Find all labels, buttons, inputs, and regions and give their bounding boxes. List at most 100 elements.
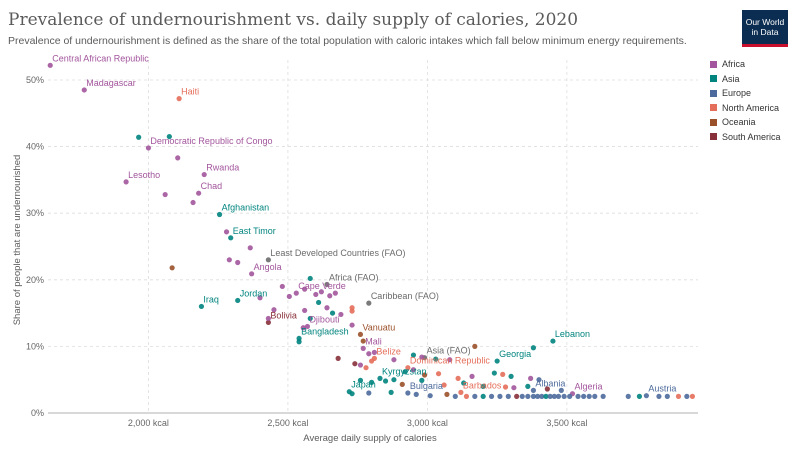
- data-point[interactable]: [302, 286, 308, 292]
- data-point[interactable]: [223, 229, 230, 235]
- data-point[interactable]: [461, 380, 467, 386]
- data-point[interactable]: [226, 257, 232, 263]
- data-point[interactable]: [469, 373, 475, 379]
- data-point[interactable]: [547, 393, 553, 399]
- data-point[interactable]: [335, 355, 341, 361]
- data-point[interactable]: [458, 389, 464, 395]
- data-point[interactable]: [530, 387, 537, 393]
- data-point[interactable]: [480, 383, 486, 389]
- data-point[interactable]: [567, 393, 573, 399]
- data-point[interactable]: [349, 391, 355, 397]
- data-point[interactable]: [544, 386, 550, 392]
- data-point[interactable]: [271, 307, 277, 313]
- data-point[interactable]: [166, 133, 172, 140]
- data-point[interactable]: [366, 390, 372, 396]
- data-point[interactable]: [296, 339, 302, 345]
- data-point[interactable]: [480, 393, 486, 399]
- data-point[interactable]: [349, 308, 355, 314]
- data-point[interactable]: [332, 290, 338, 296]
- data-point[interactable]: [643, 393, 649, 399]
- data-point[interactable]: [357, 377, 364, 383]
- data-point[interactable]: [382, 378, 389, 384]
- data-point[interactable]: [539, 393, 545, 399]
- data-point[interactable]: [360, 345, 366, 351]
- data-point[interactable]: [402, 369, 408, 375]
- data-point[interactable]: [307, 315, 313, 322]
- data-point[interactable]: [444, 391, 450, 397]
- data-point[interactable]: [235, 259, 241, 266]
- data-point[interactable]: [463, 393, 470, 399]
- data-point[interactable]: [600, 393, 606, 399]
- data-point[interactable]: [249, 271, 255, 277]
- data-point[interactable]: [586, 393, 592, 399]
- data-point[interactable]: [176, 96, 182, 102]
- data-point[interactable]: [324, 305, 330, 311]
- legend-item[interactable]: Europe: [710, 86, 781, 101]
- data-point[interactable]: [500, 371, 506, 377]
- data-point[interactable]: [684, 393, 690, 399]
- data-point[interactable]: [494, 358, 500, 364]
- data-point[interactable]: [558, 387, 564, 393]
- data-point[interactable]: [300, 325, 306, 331]
- data-point[interactable]: [265, 315, 271, 322]
- data-point[interactable]: [123, 179, 129, 185]
- data-point[interactable]: [265, 257, 271, 263]
- data-point[interactable]: [472, 343, 478, 349]
- data-point[interactable]: [357, 362, 364, 368]
- data-point[interactable]: [363, 365, 369, 371]
- data-point[interactable]: [369, 358, 375, 364]
- data-point[interactable]: [352, 361, 358, 367]
- data-point[interactable]: [536, 377, 542, 383]
- data-point[interactable]: [625, 393, 631, 399]
- data-point[interactable]: [405, 365, 411, 371]
- data-point[interactable]: [81, 87, 87, 93]
- data-point[interactable]: [530, 393, 537, 399]
- data-point[interactable]: [327, 293, 333, 299]
- data-point[interactable]: [338, 311, 344, 318]
- data-point[interactable]: [47, 62, 53, 68]
- data-point[interactable]: [689, 393, 696, 399]
- data-point[interactable]: [388, 389, 394, 395]
- data-point[interactable]: [511, 385, 517, 391]
- data-point[interactable]: [145, 145, 152, 151]
- data-point[interactable]: [447, 357, 453, 363]
- owid-logo[interactable]: Our World in Data: [742, 10, 788, 47]
- data-point[interactable]: [472, 393, 478, 399]
- data-point[interactable]: [175, 155, 181, 161]
- data-point[interactable]: [198, 303, 205, 310]
- data-point[interactable]: [575, 393, 581, 399]
- data-point[interactable]: [422, 372, 428, 378]
- data-point[interactable]: [377, 375, 383, 381]
- data-point[interactable]: [391, 377, 397, 383]
- data-point[interactable]: [525, 393, 531, 399]
- data-point[interactable]: [360, 338, 366, 344]
- data-point[interactable]: [216, 211, 223, 218]
- data-point[interactable]: [534, 393, 541, 399]
- data-point[interactable]: [302, 307, 308, 314]
- data-point[interactable]: [505, 393, 511, 399]
- data-point[interactable]: [636, 393, 643, 399]
- data-point[interactable]: [391, 357, 397, 363]
- data-point[interactable]: [405, 390, 411, 396]
- data-point[interactable]: [543, 393, 549, 399]
- data-point[interactable]: [357, 331, 364, 338]
- data-point[interactable]: [247, 245, 253, 251]
- data-point[interactable]: [514, 393, 520, 399]
- data-point[interactable]: [279, 283, 285, 290]
- data-point[interactable]: [369, 379, 375, 385]
- data-point[interactable]: [162, 191, 168, 198]
- data-point[interactable]: [581, 393, 587, 399]
- data-point[interactable]: [293, 290, 299, 296]
- data-point[interactable]: [592, 393, 598, 399]
- data-point[interactable]: [525, 383, 531, 389]
- data-point[interactable]: [497, 393, 503, 399]
- data-point[interactable]: [528, 375, 534, 381]
- legend-item[interactable]: Asia: [710, 72, 781, 87]
- data-point[interactable]: [508, 373, 514, 379]
- data-point[interactable]: [410, 367, 417, 373]
- legend-item[interactable]: North America: [710, 101, 781, 116]
- data-point[interactable]: [656, 393, 662, 399]
- data-point[interactable]: [196, 190, 202, 196]
- data-point[interactable]: [455, 375, 461, 381]
- data-point[interactable]: [316, 299, 322, 306]
